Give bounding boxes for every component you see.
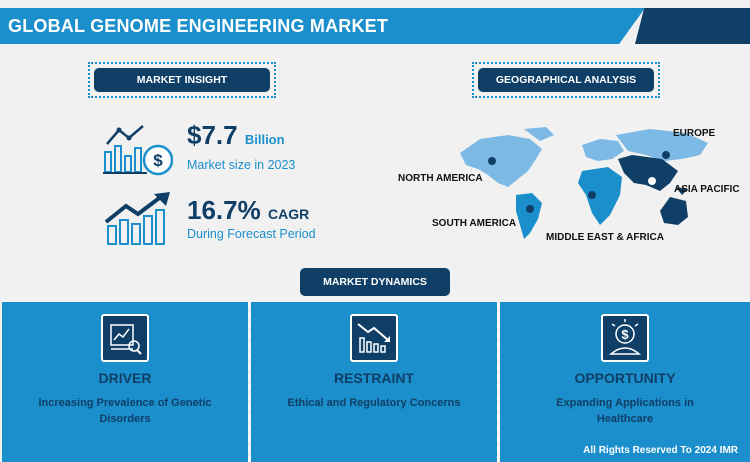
region-asia-pacific: ASIA PACIFIC [674,184,740,195]
header-banner: GLOBAL GENOME ENGINEERING MARKET [0,8,750,46]
restraint-panel: RESTRAINT Ethical and Regulatory Concern… [251,302,497,462]
svg-text:$: $ [621,327,629,342]
driver-panel: DRIVER Increasing Prevalence of Genetic … [2,302,248,462]
market-insight-frame: MARKET INSIGHT [88,62,276,98]
cagr: 16.7% CAGR [187,195,309,226]
money-idea-icon: $ [601,314,649,362]
panel-divider [248,302,250,462]
region-south-america: SOUTH AMERICA [432,218,517,229]
market-dynamics-label: MARKET DYNAMICS [300,268,450,296]
svg-text:$: $ [153,151,163,170]
restraint-title: RESTRAINT [333,370,415,386]
region-middle-east-africa: MIDDLE EAST & AFRICA [546,232,664,243]
panel-divider [497,302,499,462]
cagr-unit: CAGR [267,206,310,222]
driver-desc: Increasing Prevalence of Genetic Disorde… [38,397,212,425]
page-title: GLOBAL GENOME ENGINEERING MARKET [8,16,389,36]
market-dynamics-frame: MARKET DYNAMICS [300,268,450,296]
market-size-value: $7.7 [187,120,238,150]
opportunity-title: OPPORTUNITY [574,370,676,386]
declining-chart-icon [350,314,398,362]
market-size-caption: Market size in 2023 [187,158,296,172]
opportunity-desc: Expanding Applications in Healthcare [556,397,694,425]
analysis-icon [101,314,149,362]
cagr-caption: During Forecast Period [187,227,316,241]
world-map [460,127,708,239]
driver-title: DRIVER [98,370,152,386]
restraint-desc: Ethical and Regulatory Concerns [287,397,461,409]
opportunity-panel: $ OPPORTUNITY Expanding Applications in … [500,302,750,462]
market-size-unit: Billion [244,132,285,147]
header-accent [635,8,750,44]
region-europe: EUROPE [673,128,716,139]
geo-analysis-frame: GEOGRAPHICAL ANALYSIS [472,62,660,98]
copyright-footer: All Rights Reserved To 2024 IMR [583,445,738,456]
money-chart-icon: $ [103,125,173,176]
region-north-america: NORTH AMERICA [398,173,483,184]
header-bar [0,8,645,44]
market-size: $7.7 Billion [187,120,285,151]
market-insight-label: MARKET INSIGHT [94,68,270,92]
cagr-value: 16.7% [187,195,261,225]
growth-arrow-icon [104,192,170,245]
geo-analysis-label: GEOGRAPHICAL ANALYSIS [478,68,654,92]
